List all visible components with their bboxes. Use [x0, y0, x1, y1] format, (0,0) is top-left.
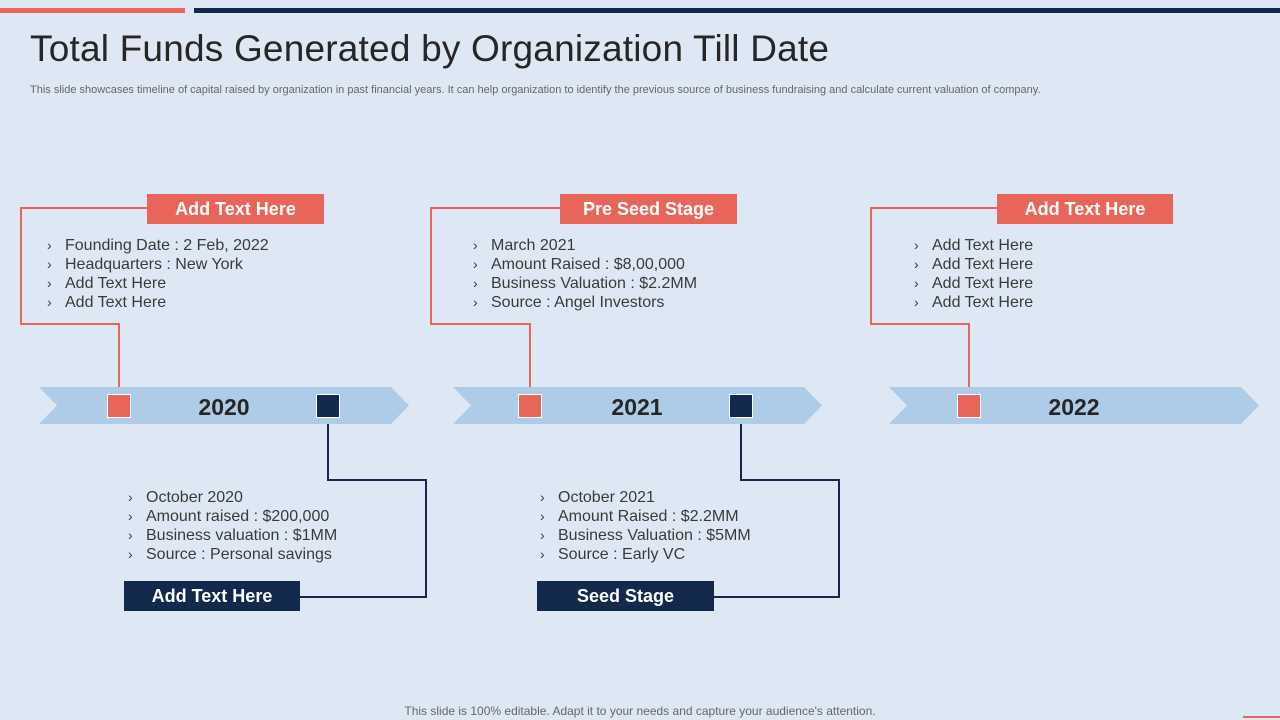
footer-note: This slide is 100% editable. Adapt it to…	[404, 704, 876, 718]
top-card-list-2020: › Founding Date : 2 Feb, 2022 › Headquarte…	[47, 236, 269, 312]
timeline-arrow-2021	[453, 387, 822, 424]
chevron-right-icon: ›	[540, 508, 545, 524]
list-item: › Add Text Here	[914, 256, 1034, 273]
chevron-right-icon: ›	[128, 489, 133, 505]
list-item: › Add Text Here	[914, 275, 1034, 292]
timeline-arrow-2022	[889, 387, 1259, 424]
top-card-list-2021: › March 2021 › Amount Raised : $8,00,000 ›…	[473, 236, 697, 312]
list-item: › Add Text Here	[914, 294, 1034, 311]
list-item: › Amount Raised : $8,00,000	[473, 256, 685, 273]
chevron-right-icon: ›	[47, 294, 52, 310]
list-item: › Source : Early VC	[540, 546, 686, 563]
chevron-right-icon: ›	[914, 237, 919, 253]
list-item: › Amount raised : $200,000	[128, 508, 330, 525]
top-card-list-2022: › Add Text Here › Add Text Here › Add Text …	[914, 236, 1033, 312]
year-label-2020: 2020	[198, 394, 250, 420]
top-accent-bar-red	[0, 8, 185, 13]
year-label-2022: 2022	[1048, 394, 1100, 420]
top-accent-bar-navy	[194, 8, 1280, 13]
marker-red-2022	[957, 394, 981, 418]
top-card-label-2022: Add Text Here	[997, 194, 1173, 224]
list-item: › Source : Angel Investors	[473, 294, 665, 311]
chevron-right-icon: ›	[128, 527, 133, 543]
chevron-right-icon: ›	[914, 275, 919, 291]
list-item: › Add Text Here	[47, 294, 167, 311]
chevron-right-icon: ›	[914, 256, 919, 272]
list-item: › Headquarters : New York	[47, 256, 243, 273]
marker-navy-2021	[729, 394, 753, 418]
connector-top-2020	[20, 207, 148, 394]
list-item: › Add Text Here	[914, 237, 1034, 254]
chevron-right-icon: ›	[914, 294, 919, 310]
connector-top-2021	[430, 207, 562, 394]
year-label-2021: 2021	[611, 394, 663, 420]
connector-top-2022	[870, 207, 998, 394]
list-item: › Business Valuation : $2.2MM	[473, 275, 698, 292]
list-item: › October 2020	[128, 489, 243, 506]
list-item: › Source : Personal savings	[128, 546, 332, 563]
chevron-right-icon: ›	[473, 294, 478, 310]
chevron-right-icon: ›	[47, 275, 52, 291]
bottom-card-list-2021: › October 2021 › Amount Raised : $2.2MM › B…	[540, 488, 751, 564]
list-item: › Add Text Here	[47, 275, 167, 292]
list-item: › Business valuation : $1MM	[128, 527, 338, 544]
list-item: › Founding Date : 2 Feb, 2022	[47, 237, 269, 254]
corner-accent	[1243, 716, 1280, 718]
marker-navy-2020	[316, 394, 340, 418]
list-item: › October 2021	[540, 489, 655, 506]
bottom-card-label-2021: Seed Stage	[537, 581, 714, 611]
chevron-right-icon: ›	[473, 256, 478, 272]
slide-title: Total Funds Generated by Organization Ti…	[30, 28, 830, 69]
bottom-card-list-2020: › October 2020 › Amount raised : $200,000 …	[128, 488, 337, 564]
chevron-right-icon: ›	[128, 546, 133, 562]
slide-subtitle: This slide showcases timeline of capital…	[30, 84, 1041, 96]
list-item: › March 2021	[473, 237, 576, 254]
connector-bottom-2020	[300, 418, 427, 598]
chevron-right-icon: ›	[473, 275, 478, 291]
marker-red-2020	[107, 394, 131, 418]
chevron-right-icon: ›	[47, 237, 52, 253]
chevron-right-icon: ›	[473, 237, 478, 253]
timeline-arrow-2020	[39, 387, 409, 424]
chevron-right-icon: ›	[128, 508, 133, 524]
chevron-right-icon: ›	[540, 527, 545, 543]
top-card-label-2020: Add Text Here	[147, 194, 324, 224]
connector-bottom-2021	[714, 418, 840, 598]
list-item: › Amount Raised : $2.2MM	[540, 508, 739, 525]
chevron-right-icon: ›	[540, 489, 545, 505]
chevron-right-icon: ›	[540, 546, 545, 562]
chevron-right-icon: ›	[47, 256, 52, 272]
list-item: › Business Valuation : $5MM	[540, 527, 751, 544]
marker-red-2021	[518, 394, 542, 418]
top-card-label-2021: Pre Seed Stage	[560, 194, 737, 224]
bottom-card-label-2020: Add Text Here	[124, 581, 300, 611]
